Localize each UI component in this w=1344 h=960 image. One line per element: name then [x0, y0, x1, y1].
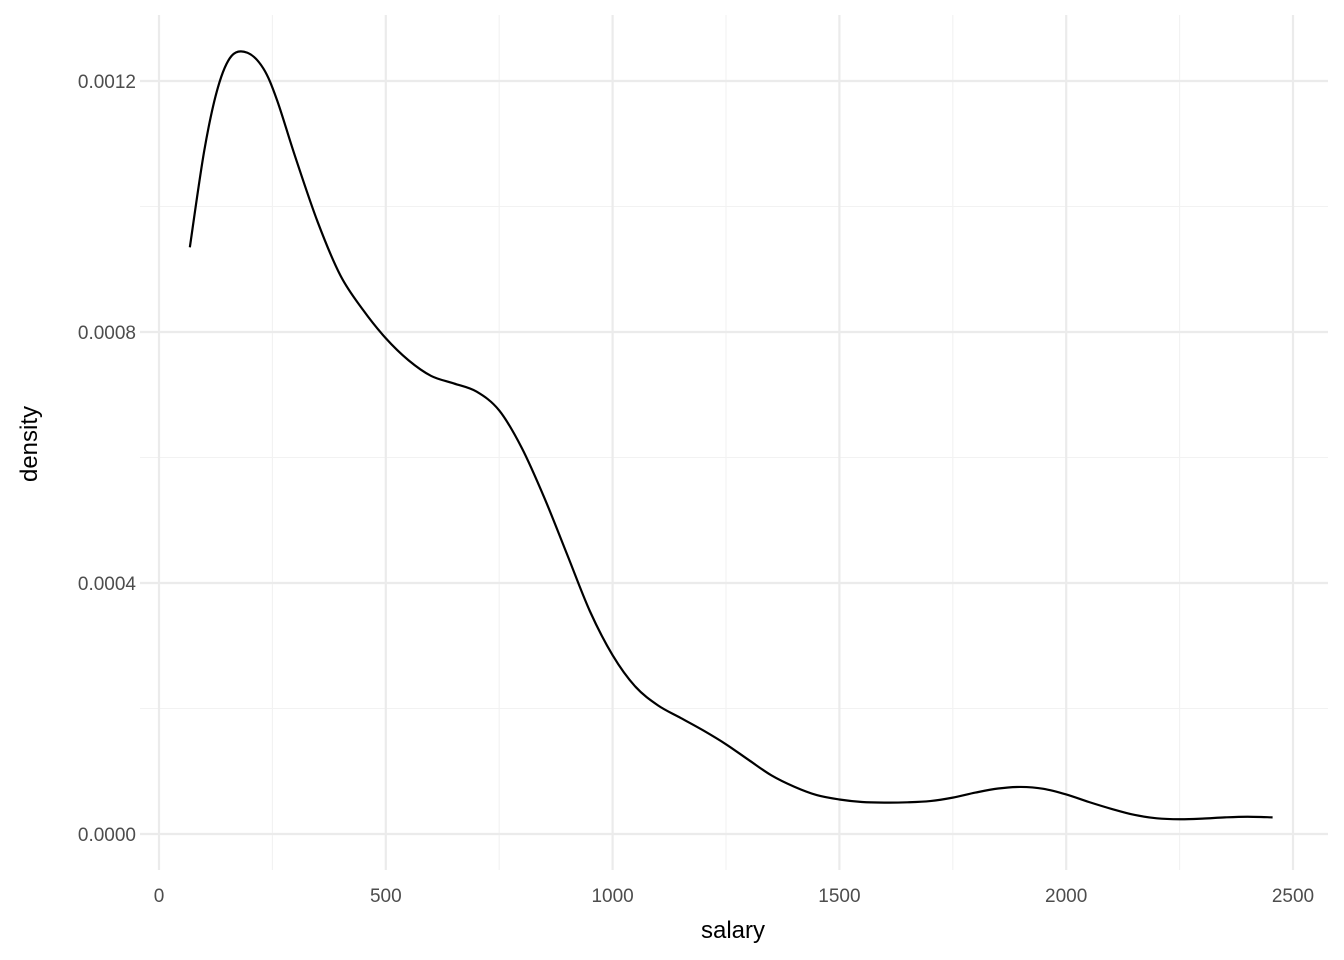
y-tick-label: 0.0008 — [78, 323, 136, 344]
x-tick-label: 2500 — [1272, 886, 1314, 907]
y-axis-ticks: 0.0000 0.0004 0.0008 0.0012 — [78, 72, 137, 846]
series-group — [188, 50, 1273, 821]
x-tick-label: 500 — [370, 886, 402, 907]
major-gridlines — [140, 15, 1328, 870]
y-axis-title: density — [16, 406, 43, 482]
x-tick-label: 1000 — [591, 886, 633, 907]
x-axis-title: salary — [701, 917, 765, 944]
x-tick-label: 0 — [154, 886, 165, 907]
x-tick-label: 2000 — [1045, 886, 1087, 907]
minor-gridlines — [140, 15, 1328, 870]
x-tick-label: 1500 — [818, 886, 860, 907]
y-tick-label: 0.0004 — [78, 574, 137, 595]
density-curve — [188, 50, 1273, 821]
y-tick-label: 0.0012 — [78, 72, 136, 93]
x-axis-ticks: 0 500 1000 1500 2000 2500 — [154, 886, 1314, 907]
y-tick-label: 0.0000 — [78, 825, 136, 846]
